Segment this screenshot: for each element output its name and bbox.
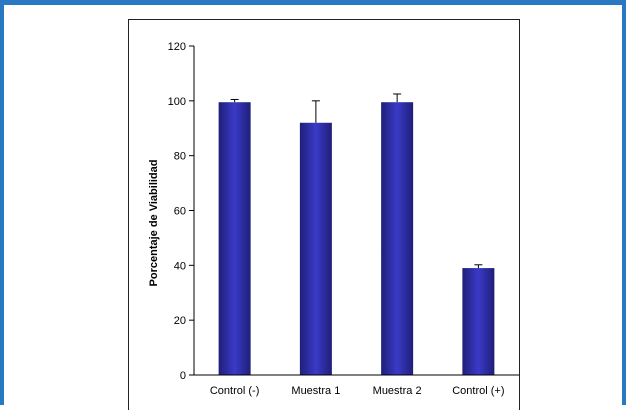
bar-0 [219, 102, 251, 375]
x-category-label: Muestra 2 [373, 385, 422, 397]
y-axis-ticks: 0 20 40 60 80 100 120 [168, 41, 194, 382]
y-tick-label: 80 [174, 151, 186, 163]
y-tick-label: 100 [168, 96, 186, 108]
bar-1 [300, 123, 332, 375]
error-bars [231, 94, 483, 268]
y-tick-label: 120 [168, 41, 186, 53]
y-tick-label: 60 [174, 206, 186, 218]
x-category-label: Muestra 1 [291, 385, 340, 397]
y-tick-label: 40 [174, 260, 186, 272]
bar-chart: Porcentaje de Viabilidad 0 20 40 60 80 100 120… [129, 20, 521, 411]
bar-3 [462, 268, 494, 375]
y-tick-label: 20 [174, 315, 186, 327]
x-category-label: Control (+) [452, 385, 504, 397]
x-category-label: Control (-) [210, 385, 260, 397]
x-axis-categories: Control (-) Muestra 1 Muestra 2 Control (+) [210, 385, 505, 397]
y-axis-title: Porcentaje de Viabilidad [148, 160, 160, 287]
y-tick-label: 0 [180, 370, 186, 382]
bars [219, 102, 495, 375]
chart-container: Porcentaje de Viabilidad 0 20 40 60 80 100 120… [128, 19, 520, 410]
bar-2 [381, 102, 413, 375]
